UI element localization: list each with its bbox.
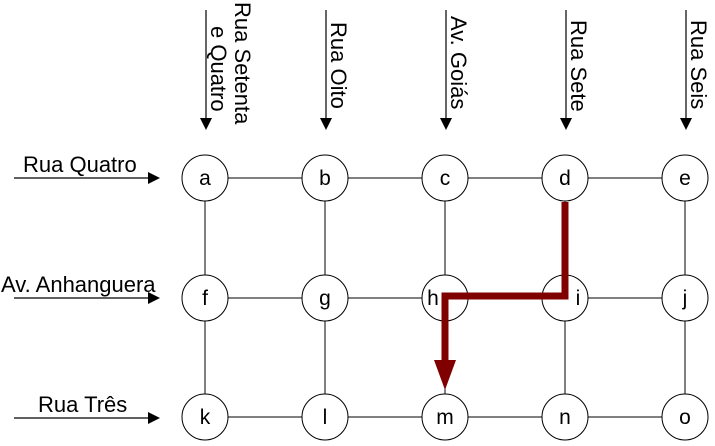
node-label: i <box>576 287 581 310</box>
route-highlight <box>434 202 569 390</box>
node-j: j <box>661 274 709 322</box>
node-label: k <box>200 406 211 429</box>
node-label: h <box>427 287 439 310</box>
street-label-line: Rua Seis <box>686 20 711 109</box>
node-m: m <box>421 393 469 441</box>
node-e: e <box>661 154 709 202</box>
street-label-line: Rua Setenta <box>230 2 255 125</box>
node-label: o <box>679 406 691 429</box>
street-label: Rua Três <box>38 392 127 417</box>
grid-nodes: a b c d e f g h i j k l m n o <box>181 154 709 441</box>
horizontal-streets: Rua Quatro Av. Anhanguera Rua Três <box>1 152 160 424</box>
node-o: o <box>661 393 709 441</box>
street-label-line: Av. Goiás <box>446 16 471 109</box>
node-label: c <box>440 167 451 190</box>
node-k: k <box>181 393 229 441</box>
node-c: c <box>421 154 469 202</box>
node-a: a <box>181 154 229 202</box>
street-label-line: Rua Sete <box>566 20 591 112</box>
vertical-streets: Rua Setenta e Quatro Rua Oito Av. Goiás … <box>200 2 711 130</box>
node-label: f <box>202 287 208 310</box>
node-label: l <box>323 406 328 429</box>
node-label: e <box>679 167 691 190</box>
route-path <box>441 202 569 365</box>
street-rua-tres: Rua Três <box>14 392 160 424</box>
street-rua-quatro: Rua Quatro <box>14 152 160 184</box>
street-label-line: Rua Oito <box>326 22 351 109</box>
street-label: Av. Anhanguera <box>1 272 156 297</box>
node-n: n <box>541 393 589 441</box>
node-d: d <box>541 154 589 202</box>
node-g: g <box>301 274 349 322</box>
node-f: f <box>181 274 229 322</box>
street-av-anhanguera: Av. Anhanguera <box>1 272 160 304</box>
node-label: n <box>559 406 571 429</box>
node-b: b <box>301 154 349 202</box>
node-l: l <box>301 393 349 441</box>
street-rua-setenta-e-quatro: Rua Setenta e Quatro <box>200 2 255 130</box>
street-rua-seis: Rua Seis <box>680 10 711 130</box>
street-label: Rua Quatro <box>23 152 137 177</box>
node-label: m <box>436 406 454 429</box>
node-label: g <box>319 287 331 310</box>
street-label-line: e Quatro <box>206 26 231 112</box>
route-arrowhead-icon <box>434 360 456 390</box>
node-label: d <box>559 167 571 190</box>
node-label: j <box>682 287 688 310</box>
street-rua-sete: Rua Sete <box>560 10 591 130</box>
street-av-goias: Av. Goiás <box>440 10 471 130</box>
node-label: b <box>319 167 331 190</box>
node-label: a <box>199 167 211 190</box>
street-rua-oito: Rua Oito <box>320 10 351 130</box>
